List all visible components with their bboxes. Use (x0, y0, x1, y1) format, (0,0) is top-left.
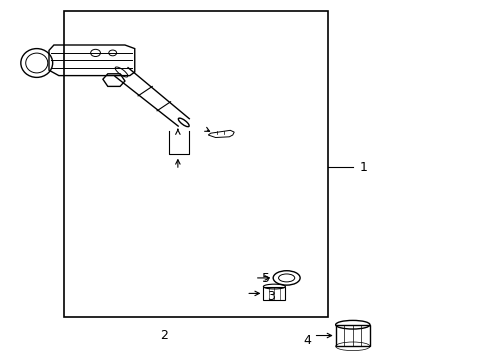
Bar (264, 287, 285, 300)
Bar (336, 325, 370, 346)
Text: 3: 3 (267, 291, 275, 303)
Text: 5: 5 (262, 273, 270, 285)
Text: 1: 1 (360, 161, 368, 174)
Bar (64, 11, 328, 317)
Text: 4: 4 (304, 334, 312, 347)
Text: 2: 2 (160, 329, 168, 342)
